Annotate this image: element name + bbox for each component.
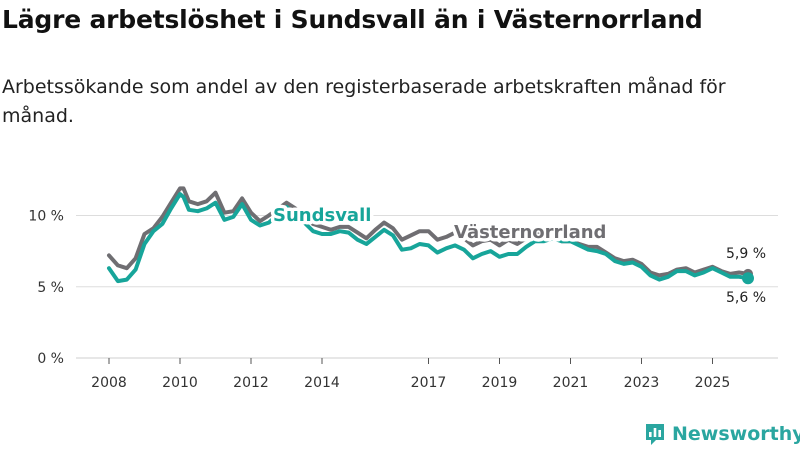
x-tick-label: 2023: [624, 375, 660, 391]
end-label-vasternorrland: 5,9 %: [726, 246, 766, 262]
x-tick-label: 2010: [162, 375, 198, 391]
x-tick-label: 2012: [233, 375, 269, 391]
newsworthy-logo-icon: [646, 424, 664, 445]
y-axis-ticks: 0 % 5 % 10 %: [28, 209, 64, 368]
end-point-sundsvall: [742, 272, 754, 285]
x-tick-label: 2014: [304, 375, 340, 391]
gridlines: [76, 215, 778, 359]
chart-title: Lägre arbetslöshet i Sundsvall än i Väst…: [2, 5, 703, 34]
chart-subtitle: Arbetssökande som andel av den registerb…: [2, 76, 726, 127]
series-line-vasternorrland: [107, 186, 750, 278]
x-tick-label: 2021: [553, 375, 589, 391]
x-tick-label: 2017: [411, 375, 447, 391]
series-line-sundsvall: [107, 192, 750, 284]
series-label-sundsvall-halo: Sundsvall: [273, 205, 371, 226]
line-chart: 0 %5 %10 % 2008 2010 2012 2014 2017 2019 2021 2…: [28, 186, 778, 391]
x-tick-label: 2019: [482, 375, 518, 391]
series-labels: 5,9 %5,6 %SundsvallSundsvallVästernorrla…: [270, 202, 767, 307]
series-label-vasternorrland: Västernorrland: [454, 222, 606, 243]
end-label-sundsvall: 5,6 %: [726, 290, 766, 306]
x-tick-label: 2025: [695, 375, 731, 391]
series-label-vasternorrland-halo: Västernorrland: [454, 222, 606, 243]
y-tick-label: 10 %: [28, 209, 64, 225]
x-axis-ticks: 2008 2010 2012 2014 2017 2019 2021 2023 2025: [91, 358, 730, 391]
series-label-sundsvall: Sundsvall: [273, 205, 371, 226]
brand-name: Newsworthy: [672, 423, 800, 445]
brand-logo: Newsworthy: [644, 420, 800, 448]
series-lines: [107, 186, 754, 285]
x-tick-label: 2008: [91, 375, 127, 391]
y-tick-label: 0 %: [37, 351, 64, 367]
y-tick-label: 5 %: [37, 280, 64, 296]
